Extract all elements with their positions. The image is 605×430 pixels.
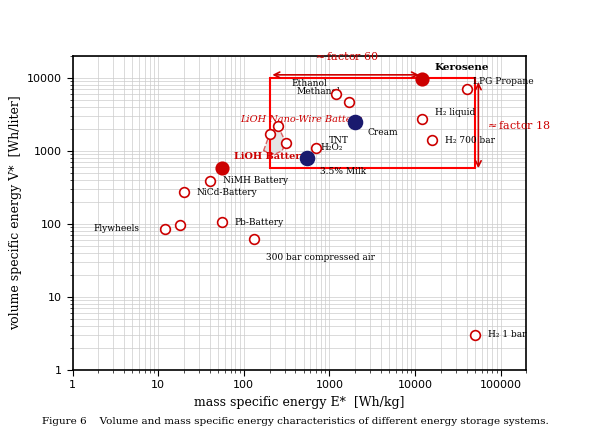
- Text: H₂ 1 bar: H₂ 1 bar: [488, 331, 526, 339]
- Text: Cream: Cream: [368, 128, 399, 137]
- Bar: [270, 78, 475, 168]
- Text: H₂ liquid: H₂ liquid: [434, 108, 475, 117]
- Text: Flywheels: Flywheels: [93, 224, 139, 233]
- Text: Figure 6    Volume and mass specific energy characteristics of different energy : Figure 6 Volume and mass specific energy…: [42, 417, 549, 426]
- Text: LiOH Battery: LiOH Battery: [234, 152, 307, 161]
- Text: 300 bar compressed air: 300 bar compressed air: [266, 253, 375, 262]
- Text: H₂O₂: H₂O₂: [320, 143, 342, 152]
- Text: H₂ 700 bar: H₂ 700 bar: [445, 136, 495, 144]
- Text: LiOH Nano-Wire Battery: LiOH Nano-Wire Battery: [240, 115, 362, 124]
- Text: Kerosene: Kerosene: [434, 63, 489, 72]
- Text: Methanol: Methanol: [297, 87, 341, 96]
- Text: Ethanol: Ethanol: [292, 79, 328, 88]
- Text: TNT: TNT: [329, 136, 349, 145]
- X-axis label: mass specific energy E*  [Wh/kg]: mass specific energy E* [Wh/kg]: [194, 396, 405, 409]
- Text: $\approx$factor 60: $\approx$factor 60: [313, 50, 379, 62]
- Text: NiMH Battery: NiMH Battery: [223, 176, 288, 185]
- Text: Pb-Battery: Pb-Battery: [234, 218, 284, 227]
- Text: NiCd-Battery: NiCd-Battery: [197, 188, 258, 197]
- Text: LPG Propane: LPG Propane: [473, 77, 534, 86]
- Text: $\approx$factor 18: $\approx$factor 18: [485, 119, 551, 131]
- Y-axis label: volume specific energy V*  [Wh/liter]: volume specific energy V* [Wh/liter]: [8, 95, 22, 330]
- Polygon shape: [264, 126, 286, 154]
- Text: 3.5% Milk: 3.5% Milk: [320, 167, 366, 176]
